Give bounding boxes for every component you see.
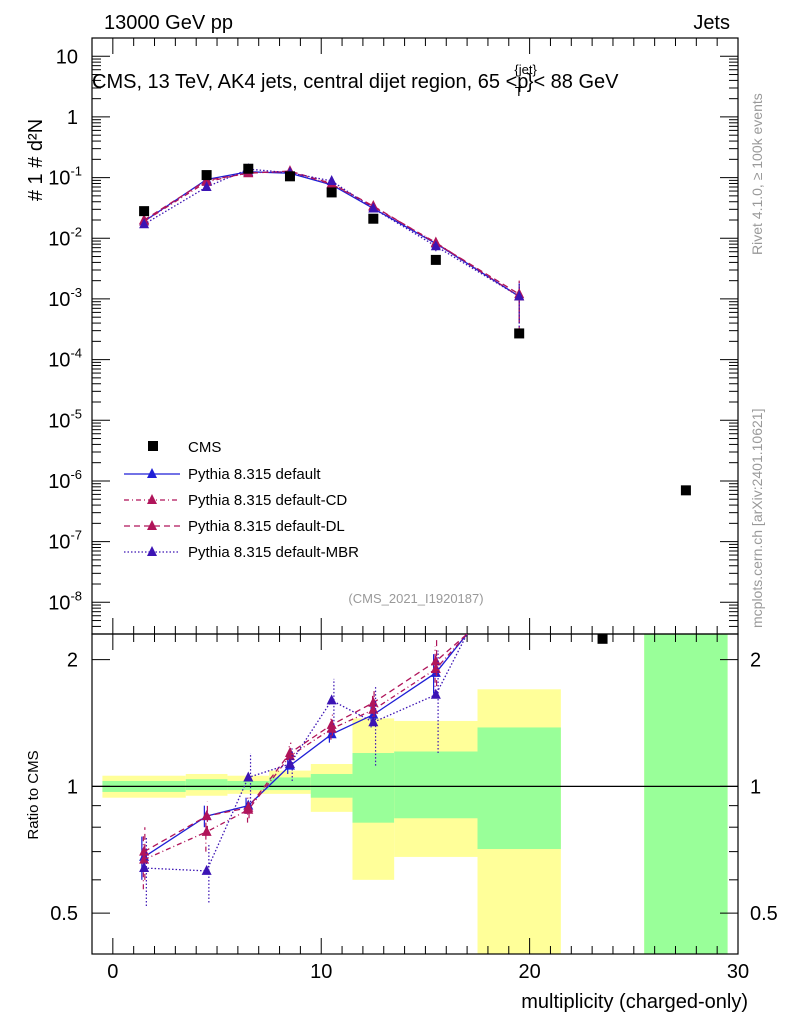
main-y-tick-label: 10-1 <box>48 164 82 190</box>
ratio-point-3 <box>430 688 441 699</box>
ratio-point-2 <box>326 718 337 729</box>
ratio-y-tick-label: 0.5 <box>50 903 78 925</box>
title-end: }< 88 GeV <box>527 71 619 93</box>
title-subscript: T <box>515 84 523 99</box>
legend: CMS Pythia 8.315 default Pythia 8.315 de… <box>124 439 359 561</box>
x-axis-label: multiplicity (charged-only) <box>521 991 748 1013</box>
title-superscript: {jet} <box>514 62 537 77</box>
series-line-2 <box>143 170 520 295</box>
legend-marker-mbr <box>147 546 157 556</box>
cms-data-point <box>243 163 254 174</box>
ratio-point-3 <box>139 862 150 873</box>
ratio-point-3 <box>201 864 212 875</box>
cms-data-point <box>430 254 441 265</box>
ratio-uncertainty-bands <box>102 634 728 954</box>
main-y-tick-label: 10-6 <box>48 467 82 493</box>
series-point-3 <box>201 180 212 191</box>
band-green-2 <box>227 780 270 791</box>
ratio-point-0 <box>326 728 337 739</box>
ratio-point-2 <box>430 655 441 666</box>
ratio-y-tick-label-right: 2 <box>750 650 761 672</box>
ratio-point-2 <box>284 747 295 758</box>
series-point-3 <box>326 174 337 185</box>
x-tick-label: 20 <box>518 961 540 983</box>
band-green-5 <box>352 753 395 823</box>
legend-label-dl: Pythia 8.315 default-DL <box>188 518 345 535</box>
main-y-tick-label: 10 <box>56 46 78 68</box>
ratio-point-3 <box>326 694 337 705</box>
ratio-point-3 <box>284 758 295 769</box>
legend-label-cd: Pythia 8.315 default-CD <box>188 492 347 509</box>
ratio-point-1 <box>368 703 379 714</box>
legend-label-mbr: Pythia 8.315 default-MBR <box>188 544 359 561</box>
main-y-tick-label: 10-8 <box>48 588 82 614</box>
legend-marker-cd <box>147 494 157 504</box>
legend-marker-dl <box>147 520 157 530</box>
cms-data-point <box>597 633 608 644</box>
y-axis-label-ratio: Ratio to CMS <box>25 750 42 839</box>
main-y-tick-label: 1 <box>67 107 78 129</box>
series <box>139 163 691 644</box>
ratio-point-2 <box>243 801 254 812</box>
x-tick-label: 0 <box>107 961 118 983</box>
mcplots-label: mcplots.cern.ch [arXiv:2401.10621] <box>749 409 765 628</box>
band-green-6 <box>394 751 478 819</box>
cms-data-point <box>326 187 337 198</box>
rivet-label: Rivet 4.1.0, ≥ 100k events <box>749 93 765 255</box>
legend-marker-cms <box>148 441 158 451</box>
ratio-point-1 <box>201 825 212 836</box>
ratio-panel-frame <box>91 633 739 955</box>
cms-data-point <box>514 328 525 339</box>
series-point-3 <box>368 202 379 213</box>
x-tick-label: 30 <box>727 961 749 983</box>
ratio-series <box>139 633 468 907</box>
axes: 0 10 20 30 10-8 10-7 10-6 10-5 10-4 10-3 10-2 10-1 1… <box>48 37 778 983</box>
ratio-y-tick-label-right: 0.5 <box>750 903 778 925</box>
cms-data-point <box>680 485 691 496</box>
series-point-3 <box>139 218 150 229</box>
cms-data-point <box>284 171 295 182</box>
ratio-point-2 <box>201 810 212 821</box>
band-green-7 <box>477 727 561 850</box>
y-axis-label-main: # 1 # d²N <box>25 119 47 201</box>
svg-text:# 1 # d²N: # 1 # d²N <box>25 119 47 201</box>
x-tick-label: 10 <box>310 961 332 983</box>
main-y-tick-label: 10-3 <box>48 285 82 311</box>
main-y-tick-label: 10-4 <box>48 346 82 372</box>
ratio-point-3 <box>368 716 379 727</box>
ratio-y-tick-label-right: 1 <box>750 776 761 798</box>
ratio-point-1 <box>430 662 441 673</box>
legend-label-default: Pythia 8.315 default <box>188 466 321 483</box>
ratio-line-1 <box>143 633 468 861</box>
band-green-1 <box>185 779 228 791</box>
ratio-line-3 <box>144 633 468 872</box>
cms-data-point <box>368 213 379 224</box>
cms-data-point <box>139 206 150 217</box>
cms-data-point <box>201 170 212 181</box>
legend-label-cms: CMS <box>188 439 221 456</box>
ratio-line-0 <box>143 633 468 858</box>
main-y-tick-label: 10-7 <box>48 528 82 554</box>
header-left: 13000 GeV pp <box>104 12 233 34</box>
analysis-id: (CMS_2021_I1920187) <box>348 591 483 606</box>
series-point-3 <box>514 290 525 301</box>
ratio-point-3 <box>243 771 254 782</box>
ratio-point-2 <box>368 696 379 707</box>
ratio-line-2 <box>143 633 468 853</box>
main-y-tick-label: 10-2 <box>48 224 82 250</box>
ratio-point-1 <box>139 853 150 864</box>
band-green-8 <box>644 634 728 954</box>
main-y-tick-label: 10-5 <box>48 406 82 432</box>
series-line-1 <box>143 171 520 297</box>
ratio-y-tick-label: 1 <box>67 776 78 798</box>
header-right: Jets <box>693 12 730 34</box>
series-point-3 <box>430 240 441 251</box>
chart-title: CMS, 13 TeV, AK4 jets, central dijet reg… <box>92 62 619 99</box>
series-line-0 <box>143 171 520 297</box>
ratio-y-tick-label: 2 <box>67 650 78 672</box>
legend-marker-default <box>147 468 157 478</box>
